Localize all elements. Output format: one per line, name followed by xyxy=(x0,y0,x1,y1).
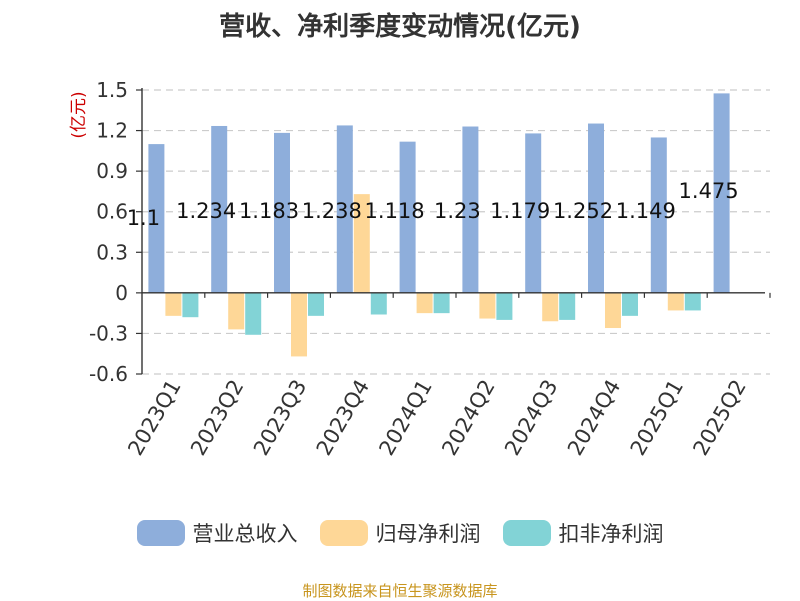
data-label: 1.179 xyxy=(490,199,550,223)
bar-deducted-profit xyxy=(182,292,199,318)
legend-swatch-deducted-profit xyxy=(502,520,551,546)
bar-deducted-profit xyxy=(622,292,638,316)
legend-item-deducted-profit[interactable]: 扣非净利润 xyxy=(502,518,664,548)
y-tick-label: 0 xyxy=(115,281,128,305)
data-label: 1.238 xyxy=(302,199,362,223)
bar-revenue xyxy=(713,93,730,293)
bar-revenue xyxy=(211,125,228,293)
legend-swatch-revenue xyxy=(136,520,185,546)
bar-deducted-profit xyxy=(684,292,701,311)
chart-title: 营收、净利季度变动情况(亿元) xyxy=(219,12,581,42)
data-label: 1.234 xyxy=(176,199,236,223)
legend-item-net-profit[interactable]: 归母净利润 xyxy=(319,518,481,548)
x-tick-label: 2024Q1 xyxy=(374,376,436,460)
x-tick-label: 2024Q2 xyxy=(437,376,499,460)
bar-net-profit xyxy=(479,292,496,319)
legend-swatch-net-profit xyxy=(319,520,368,546)
y-axis-label: (亿元) xyxy=(69,91,89,138)
legend-label-revenue: 营业总收入 xyxy=(192,522,298,546)
bar-deducted-profit xyxy=(245,292,262,335)
x-tick-label: 2025Q1 xyxy=(626,376,688,460)
y-tick-label: 1.2 xyxy=(96,119,128,143)
bar-deducted-profit xyxy=(559,292,576,320)
bar-net-profit xyxy=(228,292,245,330)
bar-revenue xyxy=(274,132,290,293)
data-label: 1.118 xyxy=(365,199,425,223)
bar-revenue xyxy=(650,137,667,293)
bar-revenue xyxy=(462,126,479,293)
data-label: 1.475 xyxy=(679,179,739,203)
x-tick-label: 2025Q2 xyxy=(688,376,750,460)
data-label: 1.252 xyxy=(553,199,613,223)
y-tick-label: 0.3 xyxy=(96,240,128,264)
bar-deducted-profit xyxy=(370,292,387,315)
bar-revenue xyxy=(148,144,165,293)
x-tick-label: 2023Q3 xyxy=(249,376,311,460)
x-tick-label: 2024Q4 xyxy=(563,376,625,460)
bar-deducted-profit xyxy=(496,292,513,320)
legend-label-deducted-profit: 扣非净利润 xyxy=(558,522,664,546)
bar-net-profit xyxy=(416,292,433,314)
bar-net-profit xyxy=(291,292,307,357)
bar-deducted-profit xyxy=(433,292,450,314)
bar-revenue xyxy=(525,133,542,293)
bar-net-profit xyxy=(353,194,370,293)
bar-revenue xyxy=(588,123,604,293)
data-label: 1.183 xyxy=(239,199,299,223)
x-tick-label: 2023Q2 xyxy=(186,376,248,460)
bar-net-profit xyxy=(542,292,559,322)
source-note: 制图数据来自恒生聚源数据库 xyxy=(302,582,498,600)
data-label: 1.149 xyxy=(616,199,676,223)
bar-deducted-profit xyxy=(308,292,324,316)
bar-net-profit xyxy=(165,292,182,316)
x-tick-label: 2024Q3 xyxy=(500,376,562,460)
x-tick-label: 2023Q1 xyxy=(123,376,185,460)
bar-revenue xyxy=(399,141,416,293)
legend-label-net-profit: 归母净利润 xyxy=(375,522,481,546)
y-tick-label: -0.6 xyxy=(89,362,128,386)
y-tick-label: -0.3 xyxy=(89,321,128,345)
y-tick-label: 0.6 xyxy=(96,200,128,224)
bar-revenue xyxy=(336,125,353,293)
x-tick-label: 2023Q4 xyxy=(312,376,374,460)
data-label: 1.23 xyxy=(434,199,481,223)
legend: 营业总收入 归母净利润 扣非净利润 xyxy=(0,518,800,548)
data-label: 1.1 xyxy=(127,206,160,230)
bar-net-profit xyxy=(667,292,684,311)
legend-item-revenue[interactable]: 营业总收入 xyxy=(136,518,298,548)
y-tick-label: 0.9 xyxy=(96,159,128,183)
bar-net-profit xyxy=(605,292,621,329)
y-tick-label: 1.5 xyxy=(96,78,128,102)
